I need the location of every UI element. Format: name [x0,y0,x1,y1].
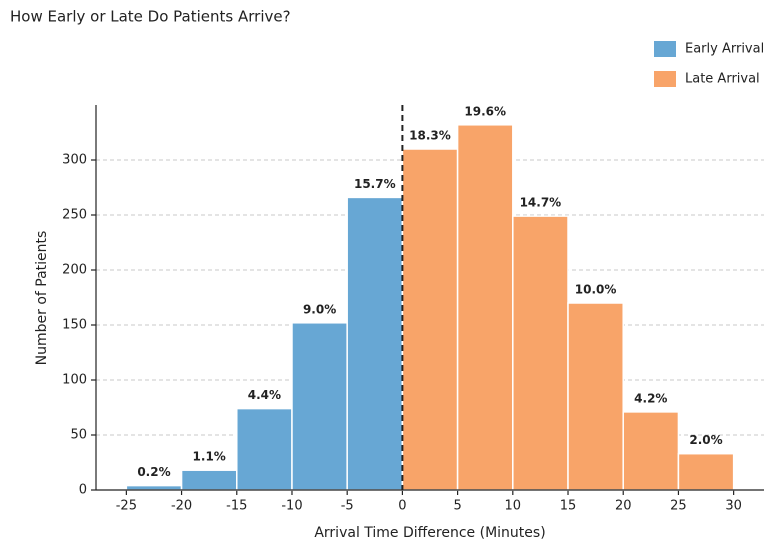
x-tick-label: 25 [670,499,687,514]
y-tick-label: 300 [62,153,87,168]
value-label: 10.0% [575,283,617,297]
bar [125,484,183,491]
bar [180,469,238,491]
x-tick-label: -10 [281,499,302,514]
x-tick-label: 5 [453,499,461,514]
value-label: 4.4% [248,388,281,402]
y-tick-label: 50 [70,428,87,443]
x-tick-label: 20 [615,499,632,514]
value-label: 0.2% [137,465,170,479]
y-tick-label: 100 [62,373,87,388]
y-tick-label: 0 [79,483,87,498]
x-tick-label: -5 [341,499,354,514]
bar [346,196,404,491]
y-tick-label: 150 [62,318,87,333]
x-tick-label: -25 [116,499,137,514]
x-tick-label: 0 [398,499,406,514]
bar [677,452,735,491]
value-label: 18.3% [409,129,451,143]
value-label: 15.7% [354,177,396,191]
bar [512,215,569,491]
value-label: 1.1% [193,450,226,464]
value-label: 9.0% [303,302,336,316]
x-tick-label: -15 [226,499,247,514]
bar [622,411,680,491]
chart-title: How Early or Late Do Patients Arrive? [10,8,291,26]
value-label: 19.6% [464,104,506,118]
legend-swatch [654,41,676,57]
x-tick-label: 15 [560,499,577,514]
x-tick-label: 30 [725,499,742,514]
y-tick-label: 250 [62,208,87,223]
y-tick-label: 200 [62,263,87,278]
value-label: 14.7% [520,196,562,210]
x-tick-label: -20 [171,499,192,514]
legend-label: Early Arrival [685,42,764,57]
legend-label: Late Arrival [685,72,760,87]
x-axis-label: Arrival Time Difference (Minutes) [314,525,545,541]
bar [401,148,459,491]
bar [291,322,348,491]
value-label: 2.0% [689,433,722,447]
bar [456,124,514,491]
x-tick-label: 10 [505,499,522,514]
bar [236,407,293,491]
y-axis-label: Number of Patients [34,231,50,366]
legend-swatch [654,71,676,87]
bar [567,302,624,491]
value-label: 4.2% [634,391,667,405]
